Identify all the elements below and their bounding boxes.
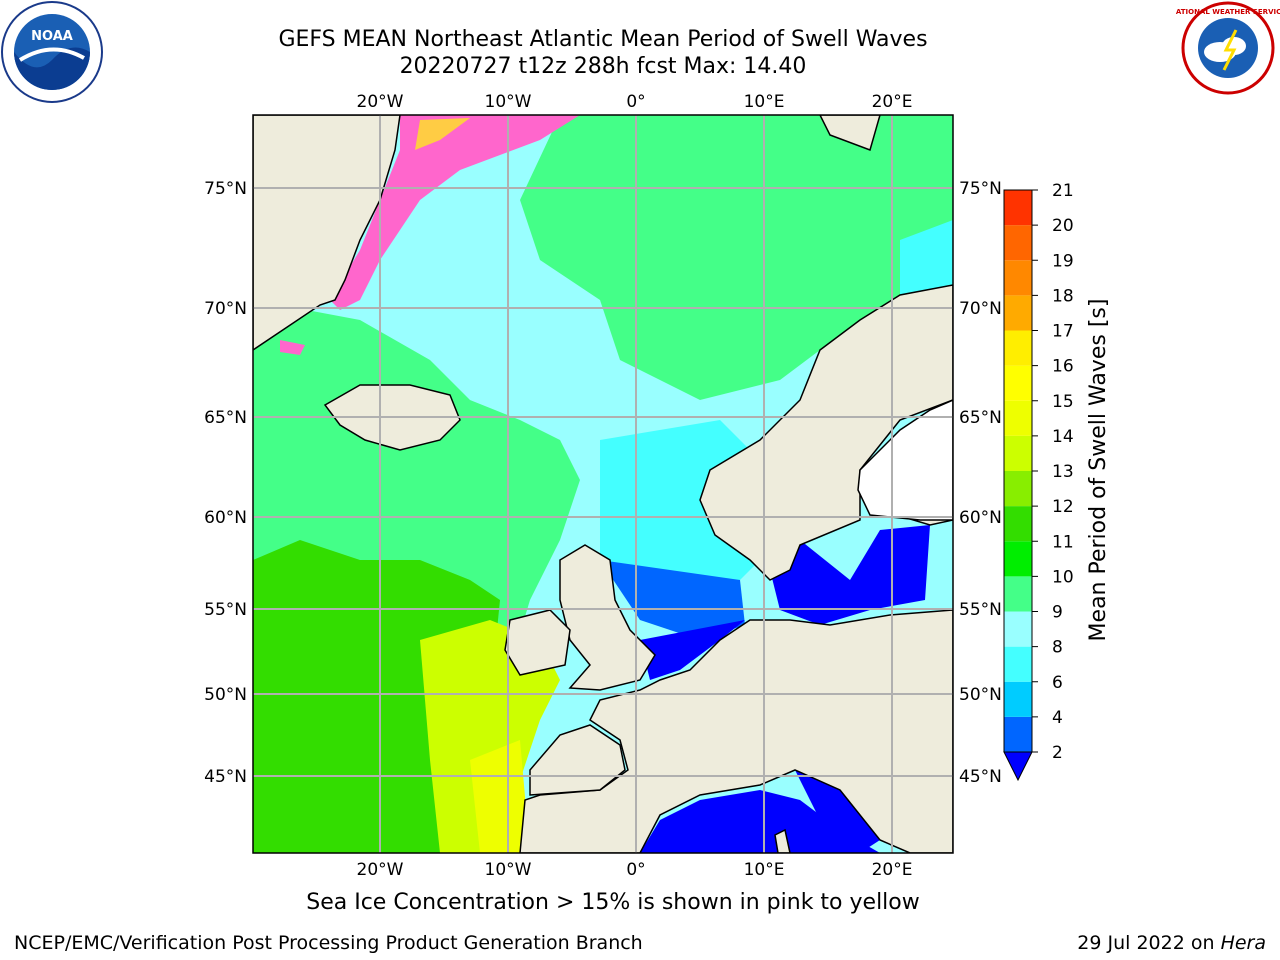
colorbar-tick-label: 6 xyxy=(1052,673,1063,693)
nws-logo-text: NATIONAL WEATHER SERVICE xyxy=(1176,8,1280,16)
colorbar-segment xyxy=(1004,295,1032,331)
lat-label-left: 55°N xyxy=(204,600,247,620)
colorbar-tick-label: 21 xyxy=(1052,181,1074,201)
sea-ice-yellow xyxy=(415,118,470,150)
lat-label-left: 65°N xyxy=(204,408,247,428)
colorbar-segment xyxy=(1004,541,1032,577)
lat-label-right: 75°N xyxy=(959,179,1002,199)
colorbar-segment xyxy=(1004,330,1032,366)
lon-label-top: 20°E xyxy=(872,92,913,112)
lat-label-left: 50°N xyxy=(204,685,247,705)
colorbar-segment xyxy=(1004,646,1032,682)
colorbar-segment xyxy=(1004,611,1032,647)
swell-region-north-green xyxy=(520,115,953,400)
bothnian-gulf xyxy=(857,399,953,521)
graticule xyxy=(253,115,953,853)
footer-date: 29 Jul 2022 on Hera xyxy=(1077,932,1266,954)
lat-label-left: 45°N xyxy=(204,767,247,787)
lon-label-top: 10°W xyxy=(485,92,532,112)
baltic-blue xyxy=(760,525,930,625)
colorbar-tick-label: 11 xyxy=(1052,532,1074,552)
lat-label-right: 60°N xyxy=(959,508,1002,528)
colorbar-segment xyxy=(1004,435,1032,471)
colorbar-tick-label: 18 xyxy=(1052,286,1074,306)
colorbar-tick-label: 8 xyxy=(1052,638,1063,658)
footer-date-text: 29 Jul 2022 on xyxy=(1077,932,1221,954)
colorbar-tick-label: 16 xyxy=(1052,357,1074,377)
map-frame xyxy=(252,114,954,854)
ireland xyxy=(504,609,571,676)
sea-ice-note: Sea Ice Concentration > 15% is shown in … xyxy=(306,890,920,915)
swell-region-yellow2 xyxy=(470,740,530,853)
latitude-labels: 75°N 75°N 70°N 70°N 65°N 65°N 60°N 60°N 55°N 55°N… xyxy=(204,179,1002,787)
sea-ice-edge xyxy=(280,340,305,355)
colorbar-segment xyxy=(1004,225,1032,261)
lat-label-right: 50°N xyxy=(959,685,1002,705)
lon-label-bottom: 0° xyxy=(626,860,645,880)
colorbar-segment xyxy=(1004,365,1032,401)
swell-region-cyan-east xyxy=(900,220,953,300)
lon-label-bottom: 20°W xyxy=(357,860,404,880)
mediterranean-blue xyxy=(640,790,880,853)
footer-credit: NCEP/EMC/Verification Post Processing Pr… xyxy=(14,932,643,954)
lon-label-bottom: 10°E xyxy=(744,860,785,880)
noaa-logo: NOAA xyxy=(0,0,104,104)
colorbar-label: Mean Period of Swell Waves [s] xyxy=(1086,299,1111,642)
map-subtitle: 20220727 t12z 288h fcst Max: 14.40 xyxy=(399,54,807,79)
lat-label-right: 70°N xyxy=(959,299,1002,319)
swell-region-yellow xyxy=(420,620,560,853)
map-title: GEFS MEAN Northeast Atlantic Mean Period… xyxy=(278,27,928,52)
map-panel xyxy=(253,115,953,853)
lon-label-bottom: 10°W xyxy=(485,860,532,880)
noaa-logo-text: NOAA xyxy=(31,29,73,44)
colorbar-segment xyxy=(1004,716,1032,752)
longitude-labels: 20°W 20°W 10°W 10°W 0° 0° 10°E 10°E 20°E 20°E xyxy=(357,92,913,880)
colorbar-extend-arrow xyxy=(1003,751,1033,782)
colorbar-tick-label: 19 xyxy=(1052,251,1074,271)
colorbar: 2 4 6 8 9 10 11 12 13 14 15 16 17 18 19 20 21 xyxy=(1003,181,1074,782)
colorbar-segment xyxy=(1004,681,1032,717)
colorbar-tick-label: 13 xyxy=(1052,462,1074,482)
lat-label-left: 70°N xyxy=(204,299,247,319)
colorbar-tick-label: 10 xyxy=(1052,567,1074,587)
channel-blue xyxy=(640,620,745,680)
lat-label-right: 55°N xyxy=(959,600,1002,620)
greenland xyxy=(253,115,401,351)
lat-label-right: 45°N xyxy=(959,767,1002,787)
colorbar-segment xyxy=(1004,260,1032,296)
footer-machine: Hera xyxy=(1220,932,1266,954)
colorbar-tick-label: 2 xyxy=(1052,743,1063,763)
colorbar-segment xyxy=(1004,400,1032,436)
lon-label-top: 20°W xyxy=(357,92,404,112)
nws-logo: NATIONAL WEATHER SERVICE xyxy=(1170,0,1280,100)
colorbar-segment xyxy=(1004,190,1032,226)
adriatic-blue xyxy=(795,770,880,853)
colorbar-tick-label: 14 xyxy=(1052,427,1074,447)
colorbar-tick-label: 20 xyxy=(1052,216,1074,236)
corsica xyxy=(774,828,791,853)
colorbar-tick-label: 12 xyxy=(1052,497,1074,517)
svalbard xyxy=(819,115,881,151)
colorbar-tick-label: 9 xyxy=(1052,603,1063,623)
lat-label-right: 65°N xyxy=(959,408,1002,428)
lat-label-left: 60°N xyxy=(204,508,247,528)
lat-label-left: 75°N xyxy=(204,179,247,199)
colorbar-tick-label: 4 xyxy=(1052,708,1063,728)
colorbar-tick-label: 17 xyxy=(1052,322,1074,342)
iberia-north xyxy=(529,724,626,796)
great-britain xyxy=(559,544,656,691)
lon-label-top: 0° xyxy=(626,92,645,112)
colorbar-tick-label: 15 xyxy=(1052,392,1074,412)
colorbar-segment xyxy=(1004,471,1032,507)
colorbar-segment xyxy=(1004,576,1032,612)
colorbar-segment xyxy=(1004,506,1032,542)
lon-label-top: 10°E xyxy=(744,92,785,112)
lon-label-bottom: 20°E xyxy=(872,860,913,880)
